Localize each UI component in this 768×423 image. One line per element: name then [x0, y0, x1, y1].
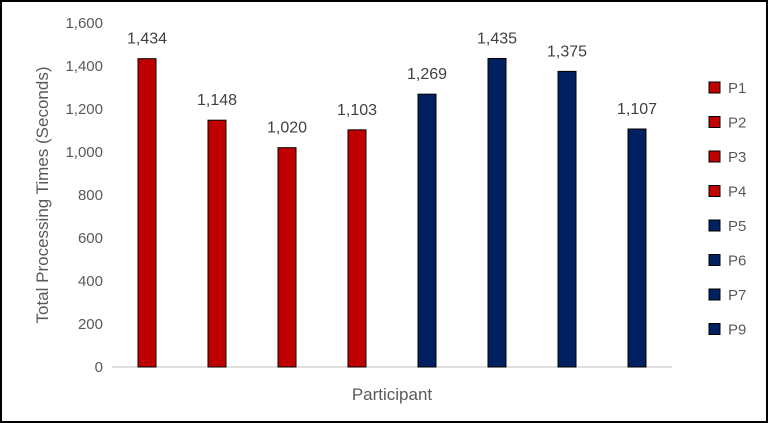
- bar-p6: [487, 57, 507, 368]
- legend: P1 P2 P3 P4 P5 P6 P7 P9: [708, 80, 746, 339]
- y-axis: 0 200 400 600 800 1,000 1,200 1,400 1,600: [65, 15, 103, 376]
- bar-p5: [417, 93, 437, 368]
- legend-swatch-p6: [708, 254, 721, 266]
- y-axis-title: Total Processing Times (Seconds): [33, 67, 52, 324]
- y-tick-label: 1,000: [65, 144, 103, 161]
- data-label: 1,435: [477, 30, 517, 47]
- legend-swatch-p9: [708, 323, 721, 335]
- y-tick-label: 1,600: [65, 15, 103, 32]
- bar-p9: [627, 128, 647, 368]
- y-tick-label: 800: [78, 187, 103, 204]
- y-tick-label: 200: [78, 316, 103, 333]
- data-labels: 1,434 1,148 1,020 1,103 1,269 1,435 1,375 1,107: [127, 30, 657, 136]
- bar-p3: [277, 147, 297, 368]
- legend-swatch-p1: [708, 81, 721, 94]
- legend-swatch-p5: [708, 219, 721, 232]
- y-tick-label: 600: [78, 230, 103, 247]
- data-label: 1,375: [547, 43, 587, 60]
- legend-label-p6: P6: [728, 253, 746, 270]
- legend-label-p9: P9: [728, 322, 746, 339]
- data-label: 1,148: [197, 92, 237, 109]
- bars: [137, 57, 647, 368]
- legend-label-p5: P5: [728, 218, 746, 235]
- legend-label-p1: P1: [728, 80, 746, 97]
- x-axis-title: Participant: [352, 385, 433, 404]
- legend-swatch-p7: [708, 288, 721, 301]
- data-label: 1,269: [407, 66, 447, 83]
- data-label: 1,107: [617, 101, 657, 118]
- bar-p1: [137, 58, 157, 368]
- y-tick-label: 1,200: [65, 101, 103, 118]
- legend-label-p7: P7: [728, 287, 746, 304]
- data-label: 1,103: [337, 102, 377, 119]
- bar-p2: [207, 119, 227, 368]
- y-tick-label: 1,400: [65, 58, 103, 75]
- data-label: 1,020: [267, 120, 307, 137]
- legend-swatch-p2: [708, 116, 721, 128]
- y-tick-label: 0: [95, 359, 103, 376]
- y-tick-label: 400: [78, 273, 103, 290]
- legend-swatch-p3: [708, 150, 721, 163]
- bar-p4: [347, 129, 367, 368]
- bar-p7: [557, 70, 577, 368]
- legend-label-p4: P4: [728, 184, 746, 201]
- legend-swatch-p4: [708, 185, 721, 197]
- legend-label-p2: P2: [728, 115, 746, 132]
- legend-label-p3: P3: [728, 149, 746, 166]
- data-label: 1,434: [127, 31, 167, 48]
